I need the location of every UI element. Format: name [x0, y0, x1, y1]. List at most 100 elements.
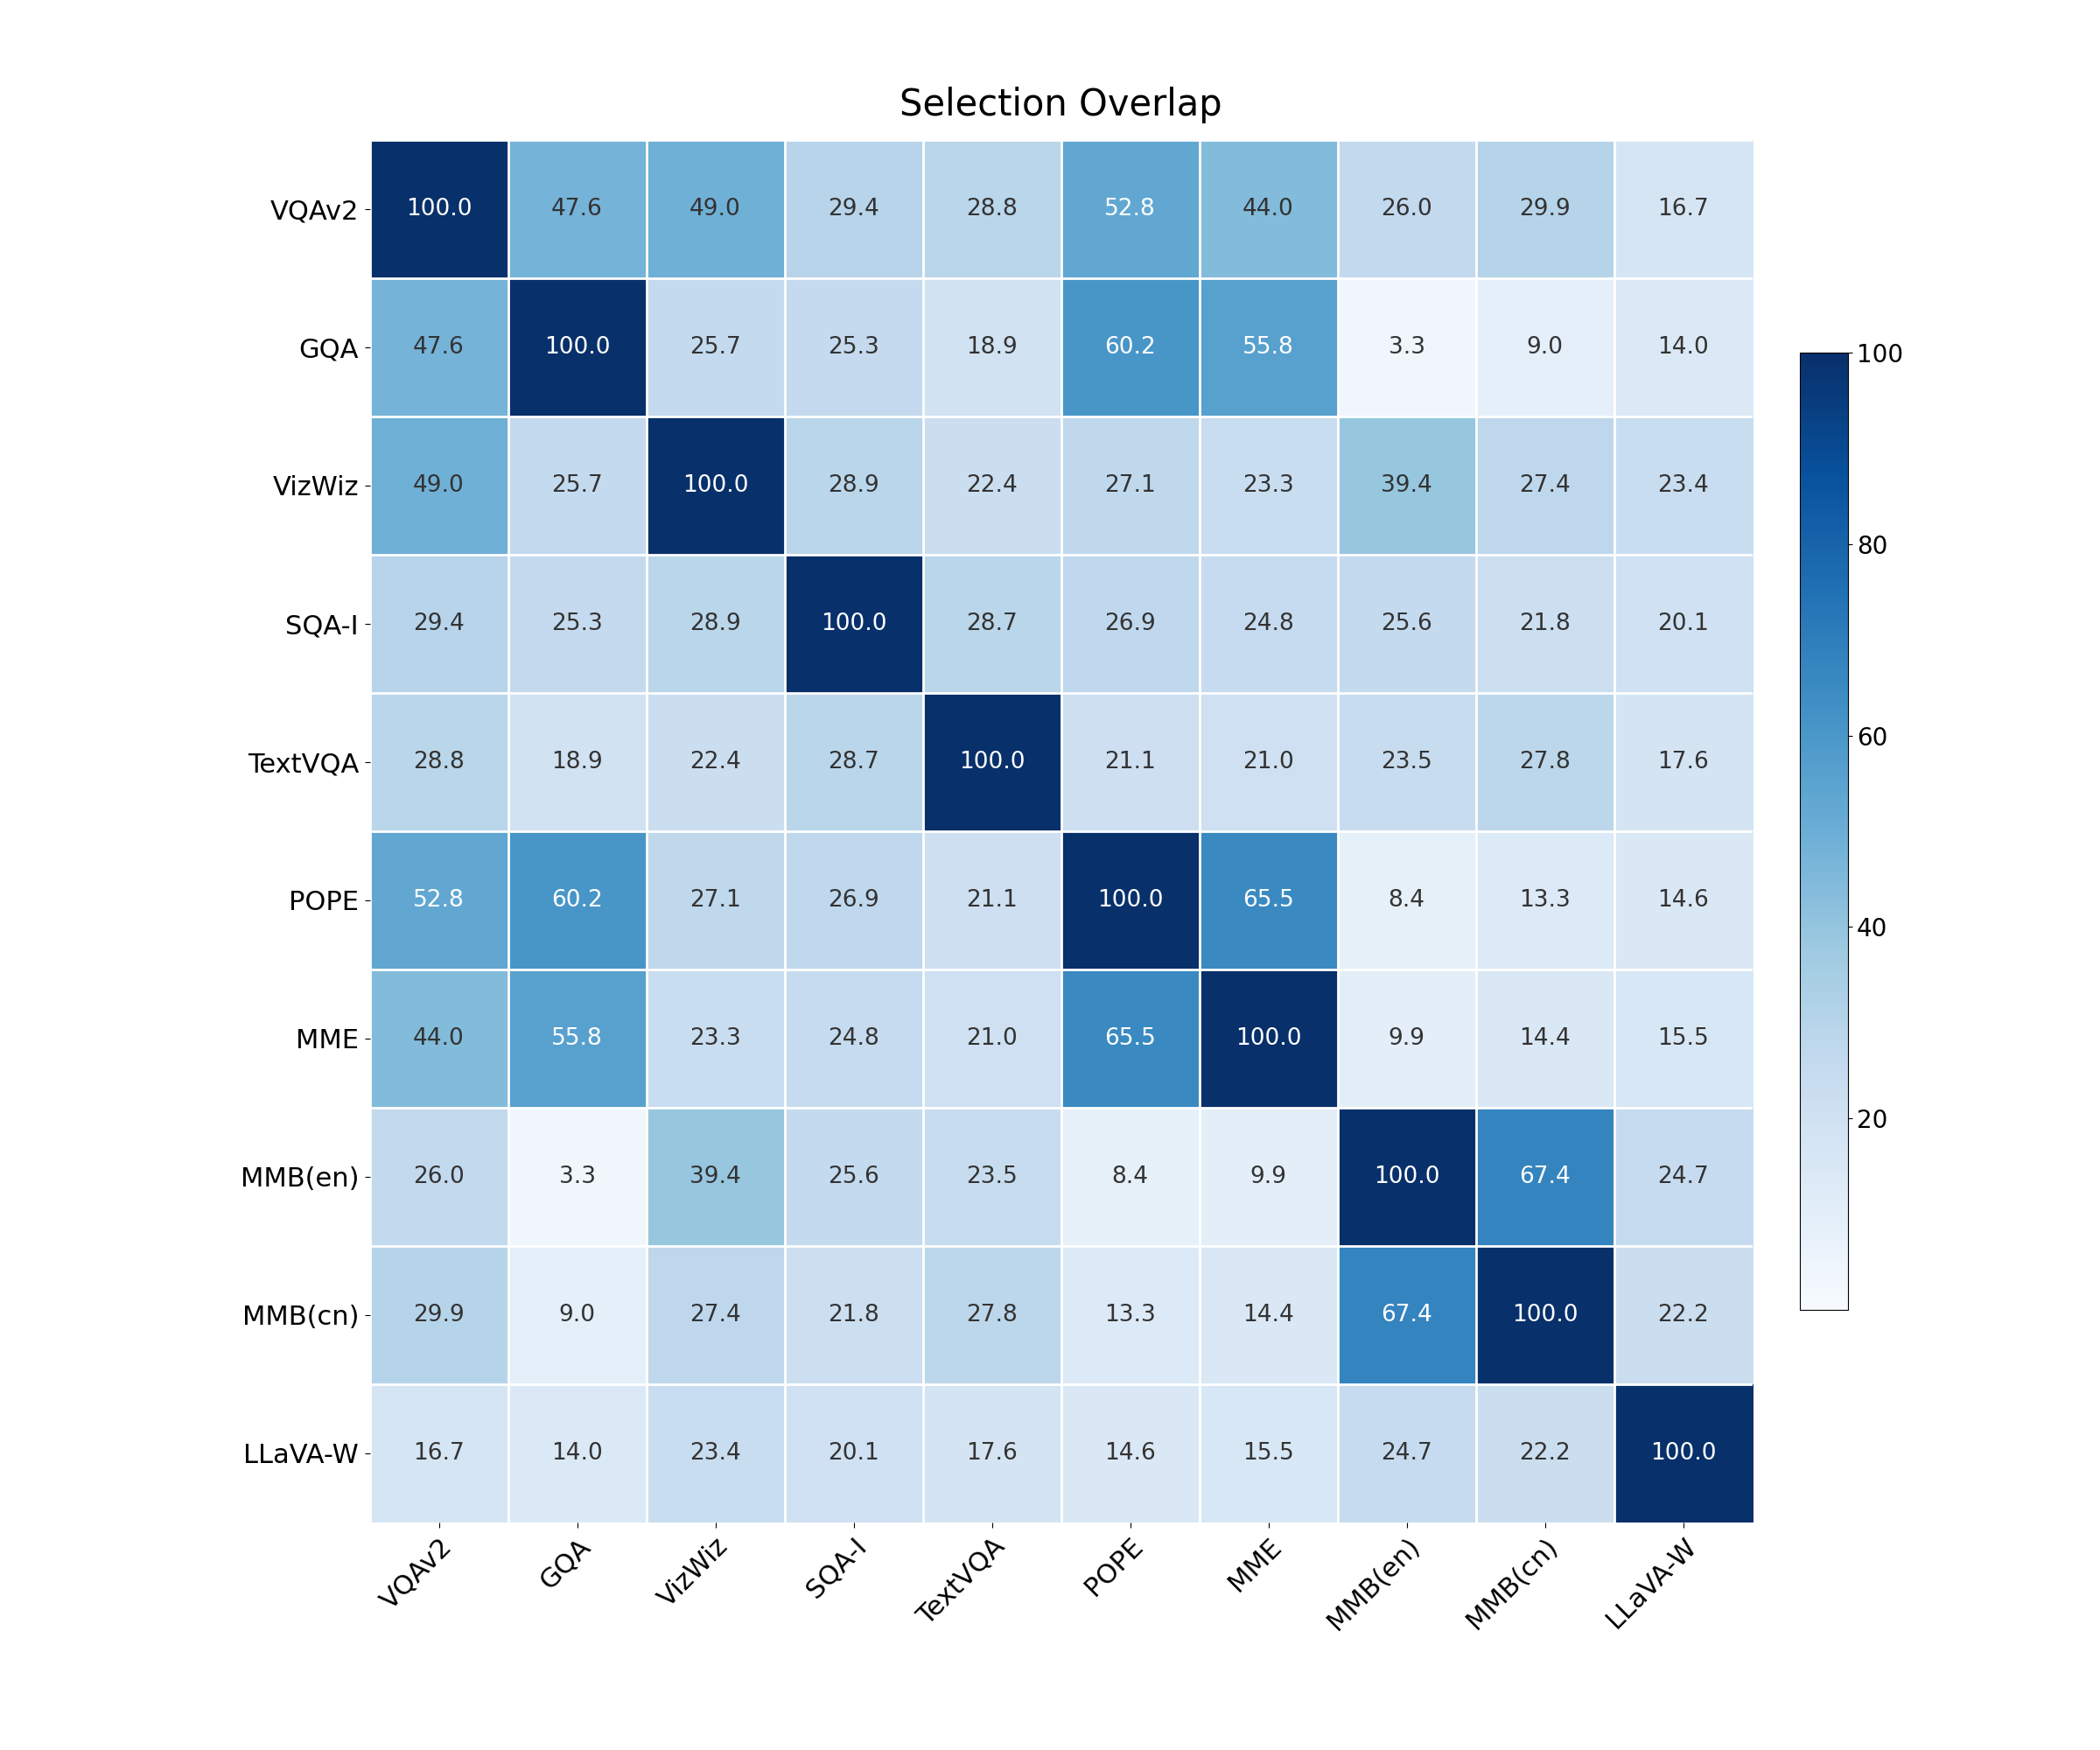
- Text: 28.8: 28.8: [414, 751, 464, 774]
- Text: 23.5: 23.5: [1382, 751, 1432, 774]
- Text: 23.3: 23.3: [689, 1027, 741, 1050]
- Text: 23.4: 23.4: [689, 1442, 741, 1465]
- Text: 21.0: 21.0: [966, 1027, 1018, 1050]
- Text: 14.6: 14.6: [1105, 1442, 1155, 1465]
- Text: 22.4: 22.4: [966, 474, 1018, 497]
- Text: 24.8: 24.8: [827, 1027, 880, 1050]
- Text: 100.0: 100.0: [960, 751, 1025, 774]
- Text: 65.5: 65.5: [1105, 1027, 1155, 1050]
- Text: 100.0: 100.0: [1512, 1304, 1577, 1326]
- Text: 3.3: 3.3: [559, 1166, 596, 1188]
- Text: 24.7: 24.7: [1382, 1442, 1432, 1465]
- Text: 44.0: 44.0: [414, 1027, 464, 1050]
- Text: 21.0: 21.0: [1243, 751, 1294, 774]
- Text: 24.7: 24.7: [1657, 1166, 1709, 1188]
- Text: 44.0: 44.0: [1243, 198, 1294, 220]
- Text: 15.5: 15.5: [1243, 1442, 1294, 1465]
- Text: 14.4: 14.4: [1243, 1304, 1294, 1326]
- Text: 13.3: 13.3: [1105, 1304, 1155, 1326]
- Text: 100.0: 100.0: [1235, 1027, 1302, 1050]
- Title: Selection Overlap: Selection Overlap: [899, 88, 1222, 124]
- Text: 29.4: 29.4: [827, 198, 880, 220]
- Text: 52.8: 52.8: [414, 889, 464, 912]
- Text: 17.6: 17.6: [966, 1442, 1018, 1465]
- Text: 26.9: 26.9: [1105, 612, 1155, 635]
- Text: 55.8: 55.8: [552, 1027, 603, 1050]
- Text: 9.0: 9.0: [1527, 336, 1562, 359]
- Text: 22.2: 22.2: [1518, 1442, 1571, 1465]
- Text: 14.0: 14.0: [552, 1442, 603, 1465]
- Text: 29.9: 29.9: [1518, 198, 1571, 220]
- Text: 52.8: 52.8: [1105, 198, 1155, 220]
- Text: 23.3: 23.3: [1243, 474, 1294, 497]
- Text: 29.4: 29.4: [414, 612, 464, 635]
- Text: 67.4: 67.4: [1382, 1304, 1432, 1326]
- Text: 100.0: 100.0: [1096, 889, 1163, 912]
- Text: 20.1: 20.1: [1657, 612, 1709, 635]
- Text: 49.0: 49.0: [689, 198, 741, 220]
- Text: 55.8: 55.8: [1243, 336, 1294, 359]
- Text: 23.4: 23.4: [1657, 474, 1709, 497]
- Text: 25.6: 25.6: [827, 1166, 880, 1188]
- Text: 100.0: 100.0: [682, 474, 748, 497]
- Text: 47.6: 47.6: [414, 336, 464, 359]
- Text: 100.0: 100.0: [821, 612, 886, 635]
- Text: 14.4: 14.4: [1518, 1027, 1571, 1050]
- Text: 15.5: 15.5: [1657, 1027, 1709, 1050]
- Text: 67.4: 67.4: [1518, 1166, 1571, 1188]
- Text: 9.9: 9.9: [1250, 1166, 1287, 1188]
- Text: 65.5: 65.5: [1243, 889, 1294, 912]
- Text: 20.1: 20.1: [827, 1442, 880, 1465]
- Text: 60.2: 60.2: [552, 889, 603, 912]
- Text: 14.6: 14.6: [1657, 889, 1709, 912]
- Text: 28.9: 28.9: [689, 612, 741, 635]
- Text: 27.4: 27.4: [689, 1304, 741, 1326]
- Text: 21.1: 21.1: [1105, 751, 1155, 774]
- Text: 25.7: 25.7: [689, 336, 741, 359]
- Text: 100.0: 100.0: [1373, 1166, 1441, 1188]
- Text: 25.3: 25.3: [552, 612, 603, 635]
- Text: 22.4: 22.4: [689, 751, 741, 774]
- Text: 13.3: 13.3: [1518, 889, 1571, 912]
- Text: 22.2: 22.2: [1657, 1304, 1709, 1326]
- Text: 27.8: 27.8: [1518, 751, 1571, 774]
- Text: 8.4: 8.4: [1111, 1166, 1149, 1188]
- Text: 27.8: 27.8: [966, 1304, 1018, 1326]
- Text: 9.0: 9.0: [559, 1304, 596, 1326]
- Text: 21.8: 21.8: [827, 1304, 880, 1326]
- Text: 8.4: 8.4: [1388, 889, 1426, 912]
- Text: 29.9: 29.9: [414, 1304, 464, 1326]
- Text: 27.1: 27.1: [1105, 474, 1155, 497]
- Text: 24.8: 24.8: [1243, 612, 1294, 635]
- Text: 100.0: 100.0: [405, 198, 472, 220]
- Text: 28.7: 28.7: [827, 751, 880, 774]
- Text: 100.0: 100.0: [1651, 1442, 1716, 1465]
- Text: 25.3: 25.3: [827, 336, 880, 359]
- Text: 28.9: 28.9: [827, 474, 880, 497]
- Text: 14.0: 14.0: [1657, 336, 1709, 359]
- Text: 49.0: 49.0: [414, 474, 464, 497]
- Text: 26.0: 26.0: [414, 1166, 464, 1188]
- Text: 100.0: 100.0: [544, 336, 611, 359]
- Text: 26.9: 26.9: [827, 889, 880, 912]
- Text: 21.1: 21.1: [966, 889, 1018, 912]
- Text: 28.7: 28.7: [966, 612, 1018, 635]
- Text: 23.5: 23.5: [966, 1166, 1018, 1188]
- Text: 17.6: 17.6: [1657, 751, 1709, 774]
- Text: 28.8: 28.8: [966, 198, 1018, 220]
- Text: 25.6: 25.6: [1382, 612, 1432, 635]
- Text: 39.4: 39.4: [689, 1166, 741, 1188]
- Text: 18.9: 18.9: [552, 751, 603, 774]
- Text: 25.7: 25.7: [552, 474, 603, 497]
- Text: 27.1: 27.1: [689, 889, 741, 912]
- Text: 16.7: 16.7: [1657, 198, 1709, 220]
- Text: 18.9: 18.9: [966, 336, 1018, 359]
- Text: 60.2: 60.2: [1105, 336, 1155, 359]
- Text: 27.4: 27.4: [1518, 474, 1571, 497]
- Text: 3.3: 3.3: [1388, 336, 1426, 359]
- Text: 26.0: 26.0: [1382, 198, 1432, 220]
- Text: 21.8: 21.8: [1518, 612, 1571, 635]
- Text: 16.7: 16.7: [414, 1442, 464, 1465]
- Text: 39.4: 39.4: [1382, 474, 1432, 497]
- Text: 9.9: 9.9: [1388, 1027, 1426, 1050]
